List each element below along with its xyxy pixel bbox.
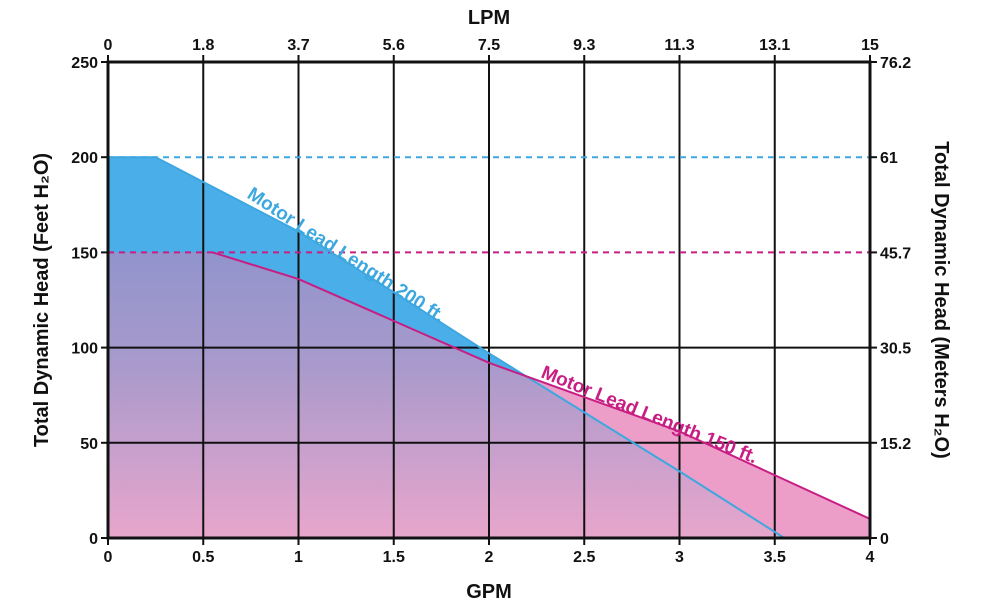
x-top-tick-label: 13.1 bbox=[759, 37, 790, 54]
y-right-tick-label: 0 bbox=[880, 531, 889, 548]
x-top-tick-label: 1.8 bbox=[192, 37, 214, 54]
series-line-150ft bbox=[212, 251, 871, 520]
series-line-200ft bbox=[108, 156, 785, 539]
x-bottom-axis-title: GPM bbox=[466, 581, 512, 603]
y-left-tick-label: 200 bbox=[71, 150, 98, 167]
y-left-tick-label: 0 bbox=[89, 531, 98, 548]
x-top-axis-title: LPM bbox=[468, 7, 510, 29]
y-left-axis-title: Total Dynamic Head (Feet H₂O) bbox=[31, 153, 53, 447]
y-left-tick-label: 150 bbox=[71, 245, 98, 262]
x-bottom-tick-label: 2.5 bbox=[573, 549, 595, 566]
y-right-tick-label: 61 bbox=[880, 150, 898, 167]
y-left-tick-label: 250 bbox=[71, 55, 98, 72]
x-top-tick-label: 11.3 bbox=[664, 37, 694, 54]
x-bottom-tick-label: 1 bbox=[294, 549, 303, 566]
y-right-tick-label: 45.7 bbox=[880, 245, 911, 262]
x-top-tick-label: 7.5 bbox=[478, 37, 500, 54]
x-bottom-tick-label: 4 bbox=[866, 549, 875, 566]
x-bottom-tick-label: 0 bbox=[104, 549, 113, 566]
y-left-tick-label: 50 bbox=[80, 436, 98, 453]
x-top-tick-label: 15 bbox=[861, 37, 879, 54]
x-bottom-tick-label: 2 bbox=[485, 549, 494, 566]
x-top-tick-label: 3.7 bbox=[287, 37, 309, 54]
x-top-tick-label: 0 bbox=[104, 37, 113, 54]
x-bottom-tick-label: 3.5 bbox=[764, 549, 786, 566]
y-right-tick-label: 76.2 bbox=[880, 55, 911, 72]
y-left-tick-label: 100 bbox=[71, 341, 98, 358]
x-top-tick-label: 9.3 bbox=[573, 37, 595, 54]
y-right-axis-title: Total Dynamic Head (Meters H₂O) bbox=[930, 141, 952, 458]
x-top-tick-label: 5.6 bbox=[383, 37, 405, 54]
x-bottom-tick-label: 3 bbox=[675, 549, 684, 566]
y-right-tick-label: 15.2 bbox=[880, 436, 911, 453]
y-right-tick-label: 30.5 bbox=[880, 341, 911, 358]
x-bottom-tick-label: 1.5 bbox=[383, 549, 405, 566]
x-bottom-tick-label: 0.5 bbox=[192, 549, 214, 566]
